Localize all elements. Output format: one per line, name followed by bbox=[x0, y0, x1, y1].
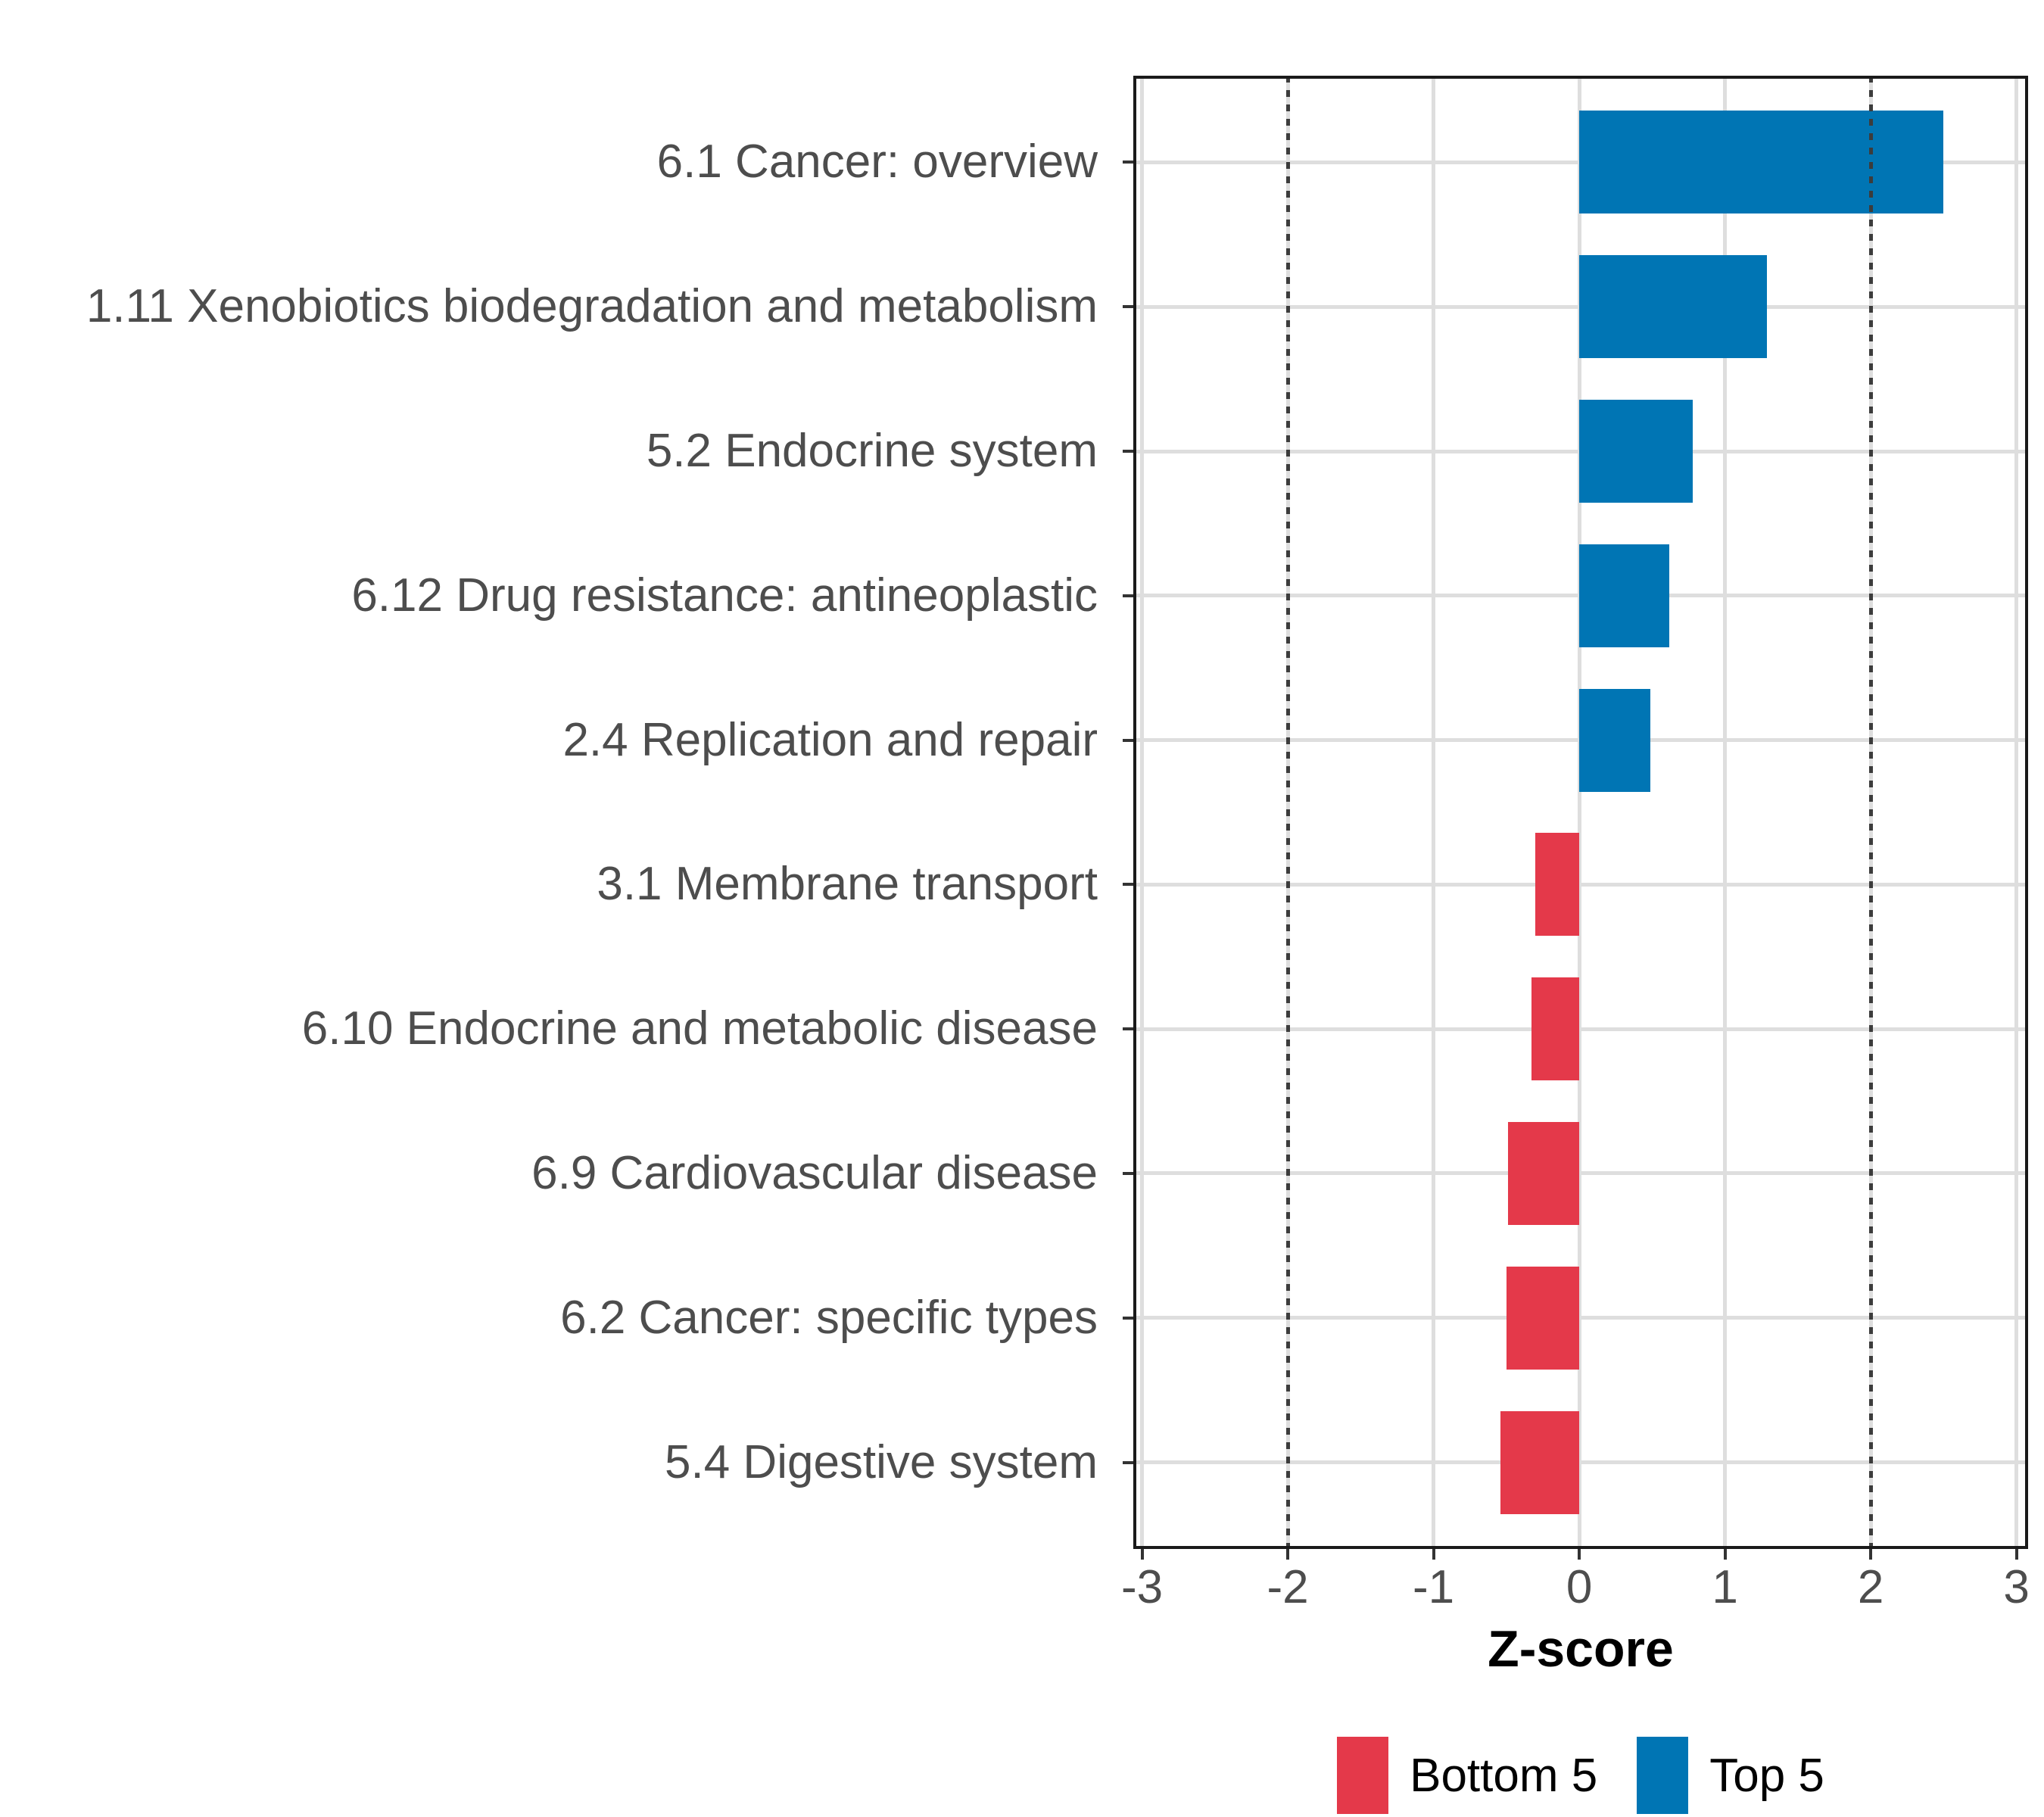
x-axis-tick bbox=[1286, 1549, 1290, 1560]
bar bbox=[1506, 1266, 1580, 1370]
legend-label: Bottom 5 bbox=[1410, 1749, 1598, 1802]
y-axis-tick bbox=[1123, 1316, 1133, 1320]
bar bbox=[1500, 1410, 1580, 1514]
y-axis-tick bbox=[1123, 1027, 1133, 1031]
vertical-gridline bbox=[1140, 76, 1145, 1549]
plot-panel bbox=[1133, 76, 2028, 1549]
y-axis-tick bbox=[1123, 450, 1133, 453]
y-axis-tick bbox=[1123, 738, 1133, 742]
category-label: 6.1 Cancer: overview bbox=[656, 136, 1098, 189]
x-axis-title: Z-score bbox=[1488, 1620, 1674, 1678]
legend-key-swatch bbox=[1337, 1737, 1389, 1814]
x-axis-tick bbox=[1432, 1549, 1435, 1560]
reference-line bbox=[1868, 76, 1873, 1549]
x-axis-tick bbox=[1723, 1549, 1727, 1560]
legend-item: Bottom 5 bbox=[1337, 1737, 1637, 1814]
category-label: 2.4 Replication and repair bbox=[562, 713, 1098, 766]
vertical-gridline bbox=[1577, 76, 1581, 1549]
x-axis-tick bbox=[1140, 1549, 1144, 1560]
bar bbox=[1579, 688, 1651, 792]
vertical-gridline bbox=[2014, 76, 2019, 1549]
y-axis-tick bbox=[1123, 161, 1133, 164]
category-label: 5.2 Endocrine system bbox=[646, 425, 1098, 478]
bar bbox=[1579, 400, 1693, 503]
category-label: 5.4 Digestive system bbox=[665, 1435, 1098, 1488]
legend-label: Top 5 bbox=[1709, 1749, 1824, 1802]
x-tick-label: 3 bbox=[2003, 1561, 2030, 1613]
bar bbox=[1579, 255, 1768, 359]
bar bbox=[1579, 544, 1670, 647]
y-axis-tick bbox=[1123, 883, 1133, 887]
category-label: 6.12 Drug resistance: antineoplastic bbox=[351, 569, 1098, 622]
bar bbox=[1531, 977, 1580, 1081]
y-axis-tick bbox=[1123, 594, 1133, 597]
bar bbox=[1535, 833, 1580, 937]
legend-key-swatch bbox=[1637, 1737, 1689, 1814]
y-axis-tick bbox=[1123, 1171, 1133, 1175]
legend-item: Top 5 bbox=[1637, 1737, 1824, 1814]
bar bbox=[1507, 1121, 1580, 1225]
x-tick-label: 2 bbox=[1857, 1561, 1884, 1613]
legend: Bottom 5 Top 5 bbox=[1133, 1736, 2028, 1815]
x-axis-tick bbox=[1578, 1549, 1581, 1560]
bar bbox=[1579, 111, 1944, 214]
category-label: 6.10 Endocrine and metabolic disease bbox=[301, 1002, 1098, 1055]
x-tick-label: -3 bbox=[1120, 1561, 1164, 1613]
x-axis-tick bbox=[2014, 1549, 2018, 1560]
x-tick-label: 1 bbox=[1712, 1561, 1738, 1613]
vertical-gridline bbox=[1432, 76, 1436, 1549]
reference-line bbox=[1285, 76, 1290, 1549]
category-label: 1.11 Xenobiotics biodegradation and meta… bbox=[86, 280, 1098, 333]
vertical-gridline bbox=[1723, 76, 1728, 1549]
x-tick-label: -1 bbox=[1412, 1561, 1455, 1613]
y-axis-tick bbox=[1123, 1460, 1133, 1464]
x-axis-tick bbox=[1869, 1549, 1873, 1560]
category-label: 3.1 Membrane transport bbox=[597, 858, 1098, 911]
x-tick-label: -2 bbox=[1267, 1561, 1309, 1613]
x-tick-label: 0 bbox=[1566, 1561, 1593, 1613]
category-label: 6.2 Cancer: specific types bbox=[560, 1291, 1098, 1344]
y-axis-tick bbox=[1123, 305, 1133, 309]
category-label: 6.9 Cardiovascular disease bbox=[531, 1146, 1098, 1199]
